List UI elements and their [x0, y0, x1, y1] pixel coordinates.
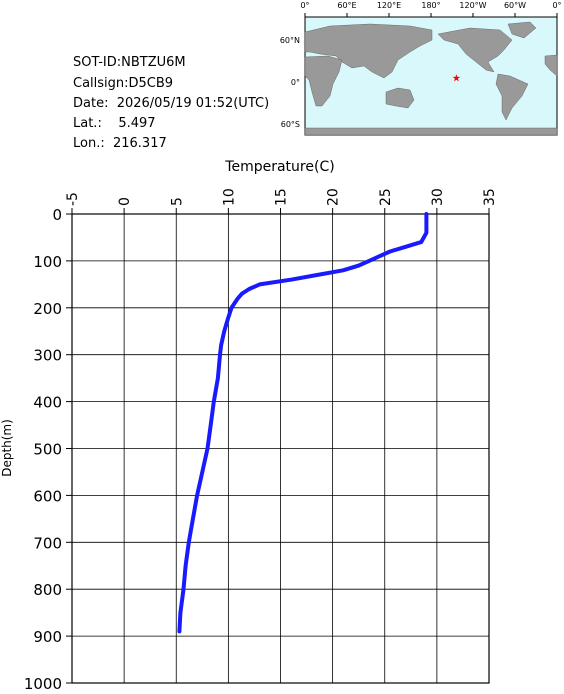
- y-tick-label: 300: [33, 347, 62, 365]
- y-tick-label: 500: [33, 441, 62, 459]
- map-lat-label: 0°: [291, 78, 300, 87]
- y-tick-label: 1000: [24, 675, 62, 690]
- map-lon-label: 120°E: [377, 1, 401, 10]
- sot-id: SOT-ID:NBTZU6M: [73, 55, 186, 70]
- x-tick-label: 35: [482, 188, 498, 206]
- x-tick-label: 0: [117, 197, 133, 206]
- x-tick-label: 25: [378, 188, 394, 206]
- y-tick-label: 0: [52, 206, 62, 224]
- profile-line: [177, 212, 429, 634]
- map-lon-label: 0°: [300, 1, 309, 10]
- y-tick-label: 700: [33, 534, 62, 552]
- callsign: Callsign:D5CB9: [73, 76, 173, 91]
- longitude: Lon.: 216.317: [73, 136, 167, 151]
- x-tick-label: 30: [430, 188, 446, 206]
- y-tick-label: 400: [33, 394, 62, 412]
- y-tick-label: 100: [33, 253, 62, 271]
- x-tick-label: 15: [274, 188, 290, 206]
- map-lon-label: 60°E: [337, 1, 356, 10]
- date: Date: 2026/05/19 01:52(UTC): [73, 96, 269, 111]
- chart: Temperature(C) Depth(m): [0, 159, 335, 477]
- x-tick-label: 5: [169, 197, 185, 206]
- map-lon-label: 60°W: [504, 1, 526, 10]
- map-marker: [452, 74, 461, 82]
- x-axis-title: Temperature(C): [224, 159, 334, 175]
- y-tick-label: 600: [33, 487, 62, 505]
- x-tick-label: 10: [221, 188, 237, 206]
- latitude: Lat.: 5.497: [73, 116, 156, 131]
- y-tick-label: 200: [33, 300, 62, 318]
- x-tick-label: 20: [326, 188, 342, 206]
- x-tick-label: -5: [65, 192, 81, 206]
- map: [304, 16, 558, 136]
- map-lon-label: 180°: [421, 1, 440, 10]
- map-lon-label: 0°: [552, 1, 561, 10]
- continents: [304, 21, 558, 136]
- y-tick-label: 800: [33, 581, 62, 599]
- map-lat-label: 60°S: [281, 120, 300, 129]
- y-axis-title: Depth(m): [0, 419, 14, 477]
- y-tick-label: 900: [33, 628, 62, 646]
- plot-frame: [71, 213, 490, 684]
- map-lon-label: 120°W: [459, 1, 486, 10]
- map-lat-label: 60°N: [280, 36, 300, 45]
